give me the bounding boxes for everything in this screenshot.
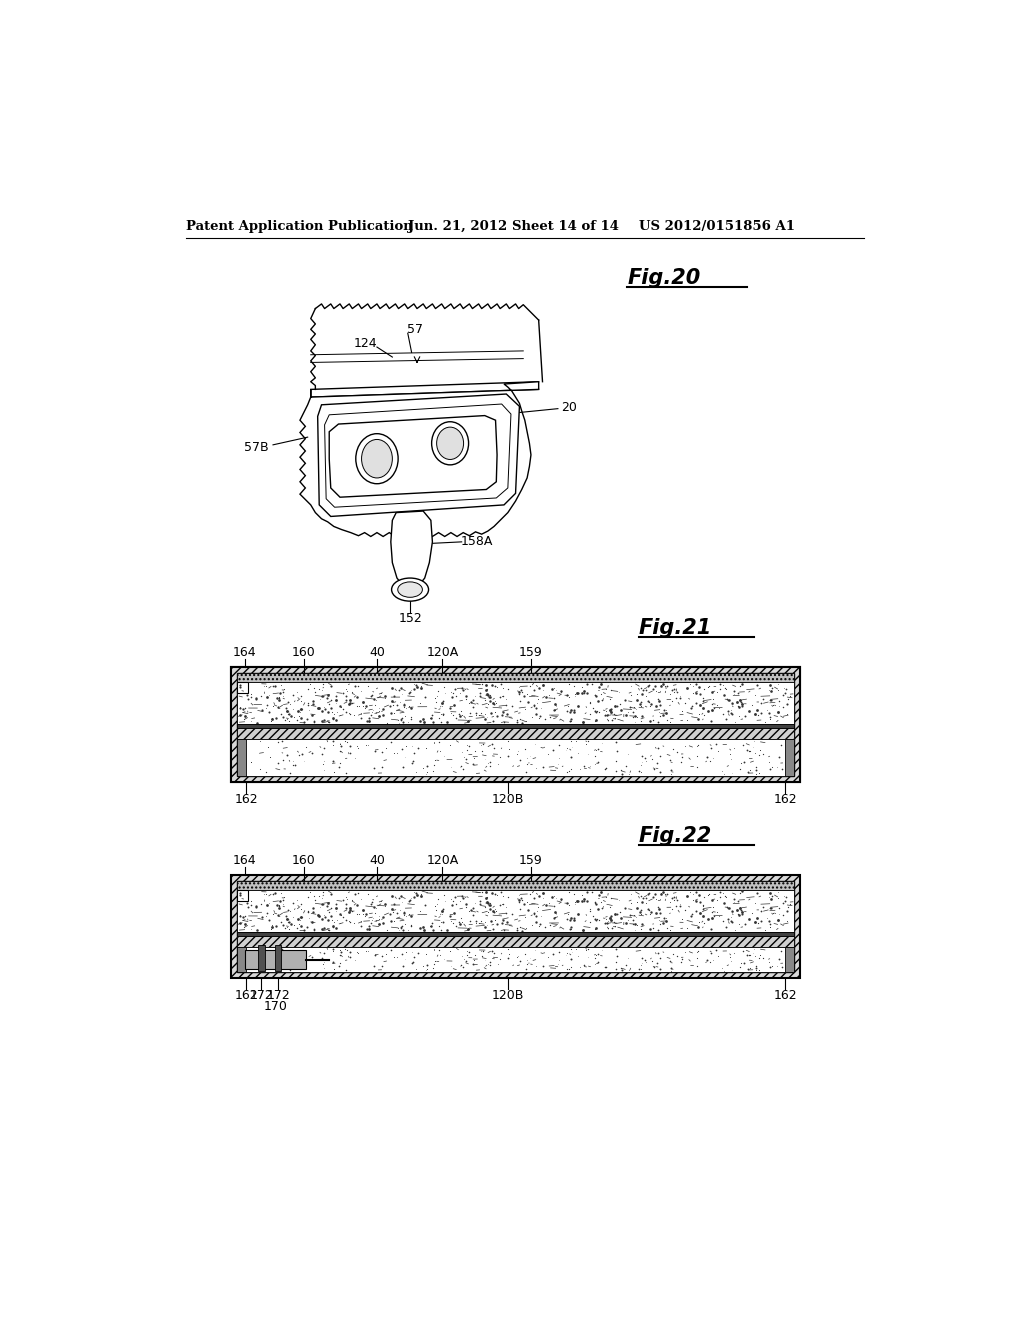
Text: 40: 40 — [369, 854, 385, 867]
Bar — [237, 890, 248, 900]
Bar — [237, 673, 795, 682]
Bar — [237, 936, 795, 946]
Polygon shape — [300, 381, 539, 536]
Text: 159: 159 — [519, 854, 543, 867]
Bar — [237, 725, 795, 729]
Ellipse shape — [397, 582, 422, 597]
Bar — [237, 880, 795, 890]
Polygon shape — [330, 416, 497, 498]
Bar — [237, 682, 248, 693]
Bar — [245, 950, 306, 969]
Text: 40: 40 — [369, 647, 385, 659]
Text: 120B: 120B — [492, 792, 524, 805]
Bar — [258, 945, 264, 970]
Bar — [237, 682, 795, 725]
Text: 120B: 120B — [492, 989, 524, 1002]
Bar — [237, 673, 795, 776]
Text: 162: 162 — [234, 989, 258, 1002]
Text: 162: 162 — [773, 792, 797, 805]
Text: 157A: 157A — [421, 477, 454, 490]
Bar — [785, 739, 795, 776]
Text: 162: 162 — [234, 792, 258, 805]
Text: 152: 152 — [398, 612, 422, 626]
Polygon shape — [391, 511, 432, 589]
Text: 57B: 57B — [244, 441, 268, 454]
Text: US 2012/0151856 A1: US 2012/0151856 A1 — [639, 219, 795, 232]
Ellipse shape — [355, 434, 398, 483]
Text: 159: 159 — [519, 647, 543, 659]
Text: 170: 170 — [263, 1001, 288, 1014]
Bar — [237, 890, 795, 932]
Bar — [237, 880, 795, 973]
Text: 120A: 120A — [426, 647, 459, 659]
Text: 20: 20 — [561, 400, 578, 413]
Ellipse shape — [432, 422, 469, 465]
Text: Sheet 14 of 14: Sheet 14 of 14 — [512, 219, 618, 232]
Text: 158A: 158A — [461, 536, 494, 548]
Bar — [237, 932, 795, 936]
Text: 172: 172 — [250, 989, 273, 1002]
Bar — [785, 946, 795, 973]
Bar — [237, 739, 795, 776]
Bar — [237, 946, 795, 973]
Bar — [237, 729, 795, 739]
Text: 162: 162 — [773, 989, 797, 1002]
Polygon shape — [317, 395, 519, 516]
Bar — [230, 874, 801, 978]
Bar — [237, 739, 246, 776]
Bar — [275, 945, 282, 970]
Text: 164: 164 — [232, 854, 256, 867]
Ellipse shape — [391, 578, 429, 601]
Text: 160: 160 — [292, 647, 315, 659]
Bar — [230, 667, 801, 781]
Bar — [237, 946, 246, 973]
Ellipse shape — [436, 428, 464, 459]
Polygon shape — [325, 404, 511, 507]
Text: 160: 160 — [292, 854, 315, 867]
Text: Patent Application Publication: Patent Application Publication — [186, 219, 413, 232]
Text: 124: 124 — [353, 337, 377, 350]
Text: Jun. 21, 2012: Jun. 21, 2012 — [408, 219, 507, 232]
Text: 172: 172 — [266, 989, 290, 1002]
Text: Fig.20: Fig.20 — [628, 268, 700, 288]
Text: Fig.21: Fig.21 — [639, 618, 712, 638]
Text: Fig.22: Fig.22 — [639, 826, 712, 846]
Bar — [230, 667, 801, 781]
Text: 120A: 120A — [426, 854, 459, 867]
Text: 57: 57 — [408, 323, 424, 335]
Text: 164: 164 — [232, 647, 256, 659]
Ellipse shape — [361, 440, 392, 478]
